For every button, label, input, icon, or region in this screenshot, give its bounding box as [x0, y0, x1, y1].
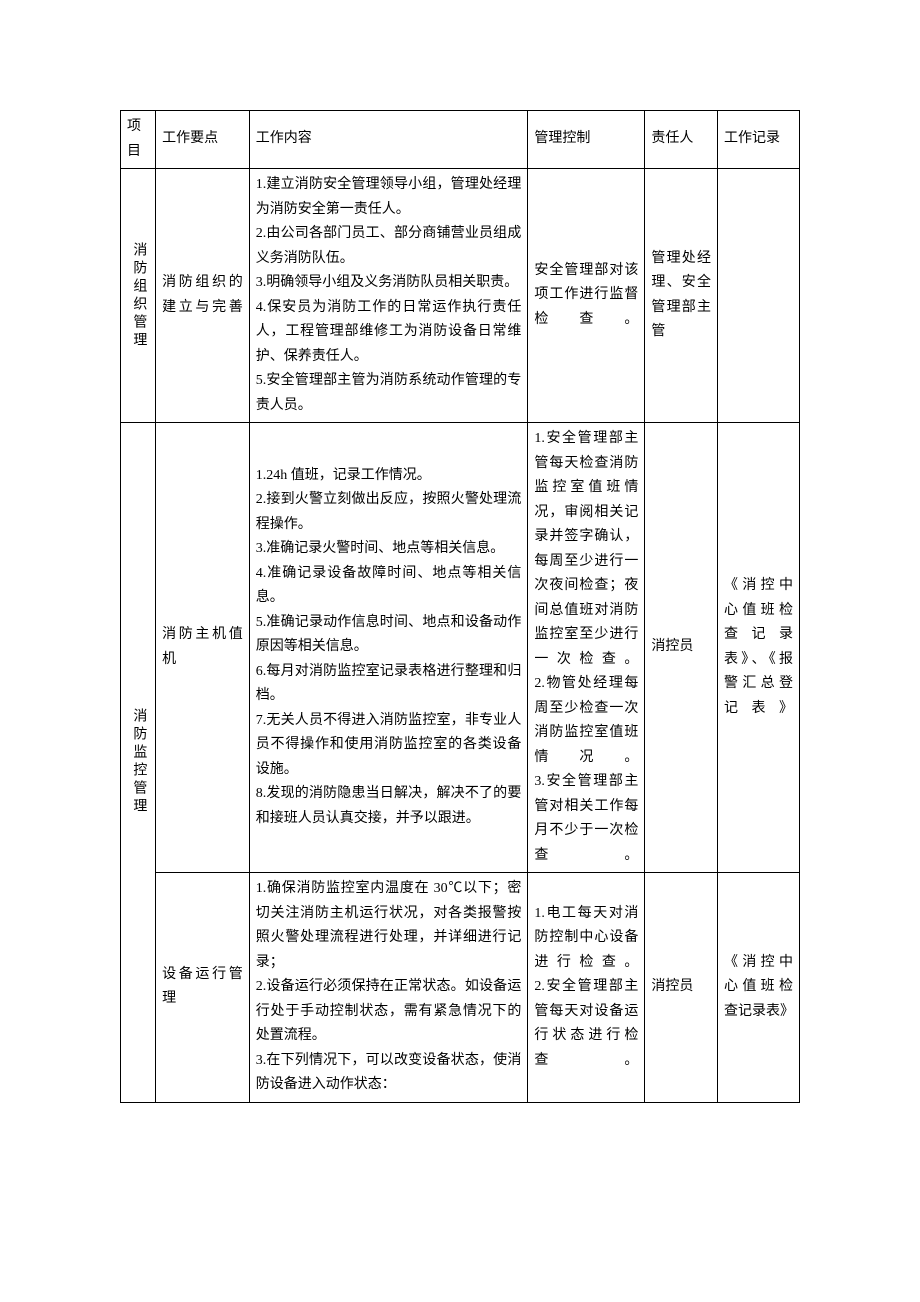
cell-content: 1.建立消防安全管理领导小组，管理处经理为消防安全第一责任人。2.由公司各部门员… — [249, 169, 528, 423]
cell-record: 《消控中心值班检查记录表》、《报警汇总登记表》 — [718, 423, 800, 873]
cell-person: 消控员 — [645, 423, 718, 873]
cell-record — [718, 169, 800, 423]
table-row: 消防监控管理 消防主机值机 1.24h 值班，记录工作情况。2.接到火警立刻做出… — [121, 423, 800, 873]
cell-project: 消防组织管理 — [121, 169, 156, 423]
header-content: 工作内容 — [249, 111, 528, 169]
cell-record: 《消控中心值班检查记录表》 — [718, 873, 800, 1103]
header-control: 管理控制 — [528, 111, 645, 169]
cell-keypoint: 设备运行管理 — [156, 873, 250, 1103]
cell-keypoint: 消防组织的建立与完善 — [156, 169, 250, 423]
cell-person: 消控员 — [645, 873, 718, 1103]
cell-control: 1.电工每天对消防控制中心设备进行检查。2.安全管理部主管每天对设备运行状态进行… — [528, 873, 645, 1103]
header-keypoint: 工作要点 — [156, 111, 250, 169]
cell-content: 1.24h 值班，记录工作情况。2.接到火警立刻做出反应，按照火警处理流程操作。… — [249, 423, 528, 873]
cell-control: 1.安全管理部主管每天检查消防监控室值班情况，审阅相关记录并签字确认，每周至少进… — [528, 423, 645, 873]
cell-control: 安全管理部对该项工作进行监督检查。 — [528, 169, 645, 423]
management-table: 项目 工作要点 工作内容 管理控制 责任人 工作记录 消防组织管理 消防组织的建… — [120, 110, 800, 1103]
header-record: 工作记录 — [718, 111, 800, 169]
cell-project: 消防监控管理 — [121, 423, 156, 1103]
cell-content: 1.确保消防监控室内温度在 30℃以下；密切关注消防主机运行状况，对各类报警按照… — [249, 873, 528, 1103]
header-project: 项目 — [121, 111, 156, 169]
cell-person: 管理处经理、安全管理部主管 — [645, 169, 718, 423]
table-header-row: 项目 工作要点 工作内容 管理控制 责任人 工作记录 — [121, 111, 800, 169]
cell-keypoint: 消防主机值机 — [156, 423, 250, 873]
header-person: 责任人 — [645, 111, 718, 169]
table-row: 设备运行管理 1.确保消防监控室内温度在 30℃以下；密切关注消防主机运行状况，… — [121, 873, 800, 1103]
table-row: 消防组织管理 消防组织的建立与完善 1.建立消防安全管理领导小组，管理处经理为消… — [121, 169, 800, 423]
